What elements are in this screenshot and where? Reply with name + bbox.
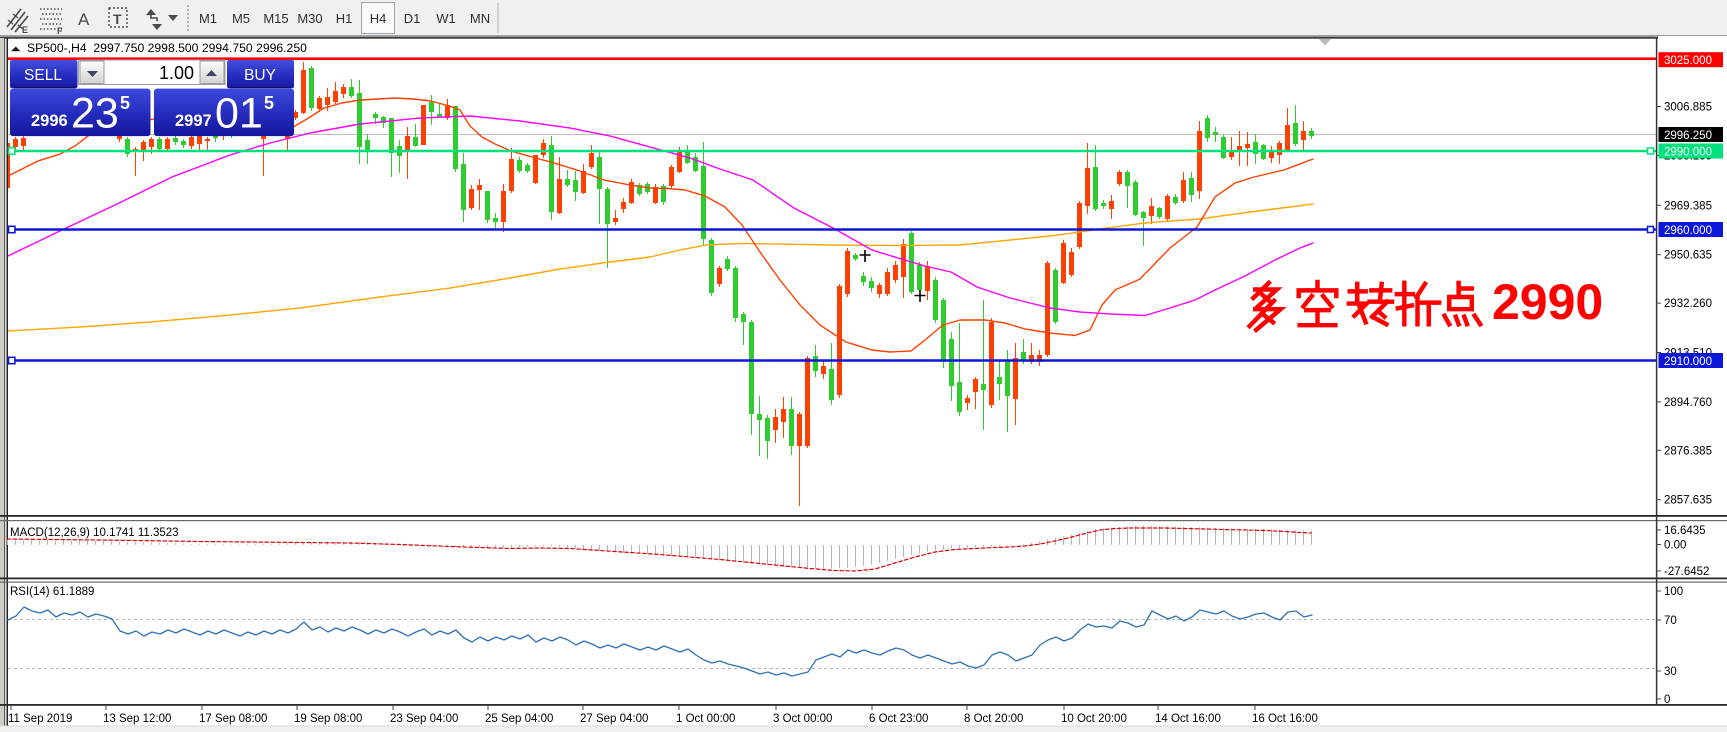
svg-text:2950.635: 2950.635	[1664, 250, 1712, 262]
svg-text:100: 100	[1664, 586, 1683, 598]
svg-text:3 Oct 00:00: 3 Oct 00:00	[773, 713, 832, 725]
svg-text:2990: 2990	[1492, 274, 1603, 330]
svg-text:16.6435: 16.6435	[1664, 525, 1706, 537]
svg-text:F: F	[57, 26, 63, 36]
svg-text:-27.6452: -27.6452	[1664, 566, 1709, 578]
svg-text:H4: H4	[370, 11, 387, 26]
svg-text:BUY: BUY	[244, 67, 276, 84]
svg-text:5: 5	[120, 93, 130, 113]
svg-text:RSI(14) 61.1889: RSI(14) 61.1889	[10, 586, 94, 598]
svg-text:23: 23	[71, 90, 119, 138]
svg-text:8 Oct 20:00: 8 Oct 20:00	[964, 713, 1023, 725]
svg-text:2876.385: 2876.385	[1664, 445, 1712, 457]
svg-text:SP500-,H4 2997.750 2998.500 2: SP500-,H4 2997.750 2998.500 2994.750 299…	[27, 41, 307, 55]
svg-text:70: 70	[1664, 615, 1677, 627]
svg-text:M30: M30	[297, 11, 322, 26]
svg-text:M1: M1	[199, 11, 217, 26]
svg-text:1 Oct 00:00: 1 Oct 00:00	[676, 713, 735, 725]
svg-text:2996: 2996	[31, 112, 68, 130]
svg-text:0: 0	[1664, 694, 1670, 706]
svg-text:19 Sep 08:00: 19 Sep 08:00	[294, 713, 362, 725]
svg-text:25 Sep 04:00: 25 Sep 04:00	[485, 713, 553, 725]
svg-text:27 Sep 04:00: 27 Sep 04:00	[580, 713, 648, 725]
svg-text:10 Oct 20:00: 10 Oct 20:00	[1061, 713, 1127, 725]
svg-text:M5: M5	[232, 11, 250, 26]
svg-text:MN: MN	[470, 11, 490, 26]
svg-text:11 Sep 2019: 11 Sep 2019	[8, 713, 72, 725]
svg-text:13 Sep 12:00: 13 Sep 12:00	[103, 713, 171, 725]
svg-text:MACD(12,26,9) 10.1741 11.3523: MACD(12,26,9) 10.1741 11.3523	[10, 527, 179, 539]
svg-text:5: 5	[264, 93, 274, 113]
svg-text:2996.250: 2996.250	[1664, 130, 1712, 142]
svg-text:A: A	[78, 10, 90, 29]
svg-text:3025.000: 3025.000	[1664, 55, 1712, 67]
svg-text:1.00: 1.00	[159, 63, 194, 83]
svg-text:14 Oct 16:00: 14 Oct 16:00	[1155, 713, 1221, 725]
svg-text:M15: M15	[263, 11, 288, 26]
svg-text:H1: H1	[336, 11, 353, 26]
svg-text:2960.000: 2960.000	[1664, 225, 1712, 237]
svg-text:2932.260: 2932.260	[1664, 298, 1712, 310]
svg-text:23 Sep 04:00: 23 Sep 04:00	[390, 713, 458, 725]
svg-text:0.00: 0.00	[1664, 540, 1686, 552]
svg-text:SELL: SELL	[24, 67, 62, 84]
svg-text:2997: 2997	[175, 112, 212, 130]
svg-text:D1: D1	[404, 11, 421, 26]
svg-text:2910.000: 2910.000	[1664, 356, 1712, 368]
svg-text:6 Oct 23:00: 6 Oct 23:00	[869, 713, 928, 725]
svg-text:17 Sep 08:00: 17 Sep 08:00	[199, 713, 267, 725]
svg-text:T: T	[113, 11, 122, 27]
svg-text:2894.760: 2894.760	[1664, 397, 1712, 409]
svg-text:01: 01	[215, 90, 263, 138]
svg-text:2990.000: 2990.000	[1664, 147, 1712, 159]
svg-text:2857.635: 2857.635	[1664, 495, 1712, 507]
svg-text:16 Oct 16:00: 16 Oct 16:00	[1252, 713, 1318, 725]
svg-text:W1: W1	[436, 11, 456, 26]
svg-text:2969.385: 2969.385	[1664, 200, 1712, 212]
svg-text:30: 30	[1664, 666, 1677, 678]
svg-text:3006.885: 3006.885	[1664, 102, 1712, 114]
svg-text:E: E	[22, 25, 28, 35]
